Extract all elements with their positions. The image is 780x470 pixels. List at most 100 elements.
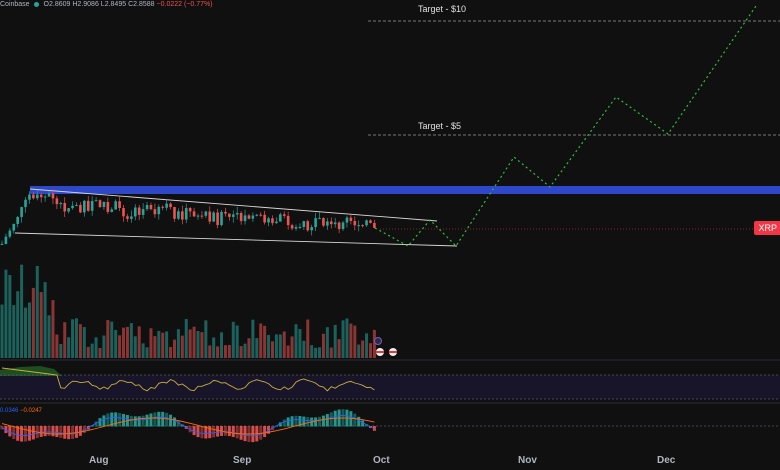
candles-group[interactable] (0, 189, 376, 245)
macd-histogram-bar (318, 416, 322, 427)
volume-bar (337, 339, 341, 358)
volume-bar (169, 347, 173, 358)
volume-bar (247, 338, 251, 358)
volume-bar (329, 347, 333, 358)
low-label: L (100, 1, 105, 8)
volume-bar (137, 326, 141, 358)
candle-body (90, 201, 94, 211)
volume-bar (310, 345, 314, 358)
status-dot-icon (33, 1, 39, 7)
macd-histogram-bar (0, 426, 4, 430)
price-tag[interactable]: XRP (754, 221, 780, 235)
macd-histogram-bar (200, 426, 204, 439)
macd-histogram-bar (149, 413, 153, 427)
macd-histogram-bar (59, 426, 63, 438)
volume-bar (184, 319, 188, 358)
candle-body (67, 208, 70, 212)
candle-body (8, 230, 12, 237)
candle-body (345, 217, 349, 223)
candle-body (275, 221, 278, 224)
volume-bar (208, 345, 212, 358)
macd-histogram-bar (20, 426, 24, 442)
volume-bar (298, 329, 302, 358)
macd-histogram-bar (137, 416, 141, 427)
candle-body (361, 225, 364, 227)
macd-histogram-bar (98, 418, 102, 427)
volume-bar (282, 331, 286, 358)
signal-line[interactable] (1, 417, 375, 435)
macd-legend: 0.0346 −0.0247 (0, 408, 42, 414)
macd-histogram-bar (259, 426, 263, 440)
macd-histogram-bar (43, 426, 47, 437)
candle-body (94, 200, 98, 202)
macd-histogram-bar (16, 426, 20, 441)
volume-bar (55, 334, 59, 358)
volume-bar (153, 336, 157, 358)
macd-histogram-bar (106, 413, 110, 427)
macd-histogram-bar (55, 426, 59, 437)
volume-bar (133, 336, 137, 358)
volume-bar (349, 323, 353, 358)
macd-histogram-bar (306, 417, 310, 427)
volume-bar (321, 333, 325, 358)
candle-body (118, 201, 121, 209)
volume-bar (231, 321, 235, 358)
volume-bar (341, 320, 345, 358)
macd-histogram-bar (321, 415, 325, 427)
rsi-line[interactable] (1, 367, 375, 392)
projection-path[interactable] (374, 5, 757, 247)
candle-body (16, 217, 19, 224)
volume-bar (294, 324, 298, 358)
volume-bar (125, 326, 129, 358)
volume-bar (47, 315, 51, 358)
candle-body (373, 222, 376, 228)
candle-body (341, 222, 345, 230)
signal-value: −0.0247 (20, 408, 42, 414)
macd-histogram (0, 409, 376, 443)
macd-histogram-bar (8, 426, 12, 437)
macd-histogram-bar (24, 426, 28, 442)
event-marker[interactable] (374, 337, 382, 345)
volume-bar (192, 326, 196, 358)
change-value: −0.0222 (−0.77%) (156, 1, 213, 8)
candle-body (279, 214, 282, 222)
macd-histogram-bar (235, 426, 239, 439)
volume-bar (333, 324, 337, 358)
channel-lower-line[interactable] (14, 232, 458, 247)
macd-histogram-bar (223, 426, 227, 436)
macd-histogram-bar (165, 412, 169, 427)
x-axis-label-dec: Dec (657, 455, 676, 466)
volume-bar (259, 323, 263, 358)
candle-body (98, 200, 102, 207)
macd-histogram-bar (176, 420, 180, 427)
macd-histogram-bar (78, 426, 82, 436)
volume-bar (31, 287, 35, 358)
macd-histogram-bar (208, 426, 212, 439)
channel-upper-line[interactable] (29, 188, 438, 222)
candle-body (208, 211, 212, 222)
candle-body (247, 215, 251, 219)
candle-body (137, 207, 141, 215)
candle-body (200, 215, 204, 217)
candle-body (106, 201, 110, 212)
candle-body (255, 214, 259, 216)
candle-body (173, 207, 176, 219)
macd-histogram-bar (145, 414, 149, 427)
candle-body (259, 214, 263, 216)
high-label: H (72, 1, 78, 8)
candle-body (114, 201, 117, 210)
high-value: 2.9086 (77, 1, 99, 8)
candle-body (145, 205, 149, 210)
volume-bar (278, 334, 282, 358)
macd-histogram-bar (4, 426, 8, 434)
target-5-label: Target - $5 (418, 121, 462, 131)
macd-histogram-bar (63, 426, 67, 439)
volume-bar (368, 343, 372, 358)
volume-bar (122, 327, 126, 358)
candle-body (294, 226, 298, 229)
candle-body (130, 216, 133, 219)
macd-histogram-bar (349, 411, 353, 427)
resistance-zone[interactable] (30, 186, 780, 194)
candle-body (63, 203, 67, 212)
